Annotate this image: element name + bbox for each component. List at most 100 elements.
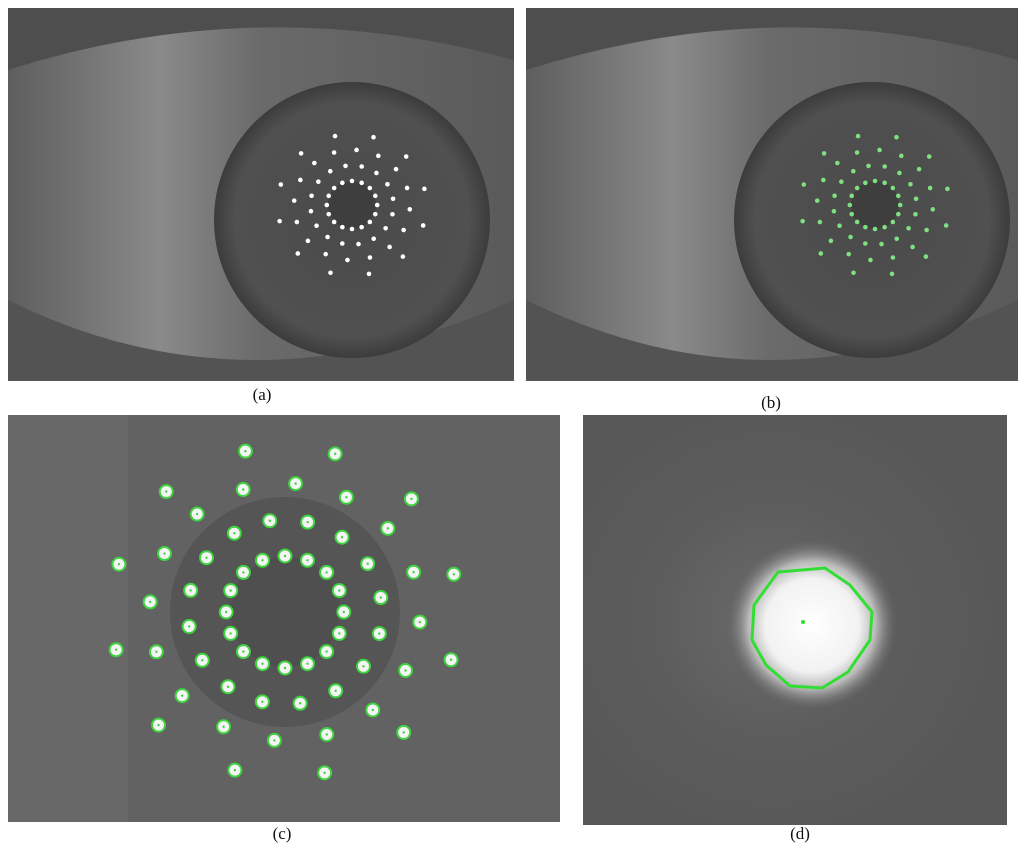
- spot: [380, 596, 382, 598]
- spot: [924, 228, 929, 233]
- spot: [848, 203, 853, 208]
- spot: [326, 194, 331, 199]
- spot: [306, 663, 308, 665]
- spot: [227, 686, 229, 688]
- spot: [359, 164, 364, 169]
- spot: [350, 227, 355, 232]
- spot: [832, 209, 837, 214]
- spot: [163, 552, 165, 554]
- spot: [890, 272, 895, 277]
- spot: [863, 181, 868, 186]
- spot: [314, 223, 319, 228]
- spot: [292, 198, 297, 203]
- spot: [376, 154, 381, 159]
- spot: [390, 212, 395, 217]
- spot: [855, 186, 860, 191]
- spot: [391, 197, 396, 202]
- spot: [299, 151, 304, 156]
- spot: [261, 701, 263, 703]
- spot: [846, 252, 851, 257]
- spot: [229, 589, 231, 591]
- spot: [910, 245, 915, 250]
- spot: [229, 632, 231, 634]
- spot: [401, 254, 406, 259]
- spot: [325, 650, 327, 652]
- spot: [405, 186, 410, 191]
- spot: [368, 220, 373, 225]
- spot: [422, 187, 427, 192]
- spot: [368, 255, 373, 260]
- spot: [294, 482, 296, 484]
- figure: (a) (b) (c) (d): [0, 0, 1024, 847]
- spot: [306, 521, 308, 523]
- spot: [277, 219, 282, 224]
- spot: [155, 651, 157, 653]
- spot: [269, 520, 271, 522]
- spot: [401, 228, 406, 233]
- spot: [279, 182, 284, 187]
- spot: [242, 571, 244, 573]
- spot: [894, 236, 899, 241]
- spot: [403, 731, 405, 733]
- spot: [205, 556, 207, 558]
- spot: [849, 212, 854, 217]
- spot: [299, 702, 301, 704]
- spot: [181, 694, 183, 696]
- spot: [374, 171, 379, 176]
- spot: [372, 709, 374, 711]
- spot: [914, 197, 919, 202]
- spot: [356, 242, 361, 247]
- caption: (d): [790, 824, 810, 843]
- spot: [394, 167, 399, 172]
- spot: [856, 134, 861, 139]
- spot: [818, 220, 823, 225]
- spot: [338, 632, 340, 634]
- spot: [882, 164, 887, 169]
- spot: [332, 220, 337, 225]
- spot: [233, 532, 235, 534]
- spot: [898, 203, 903, 208]
- spot: [196, 513, 198, 515]
- spot: [822, 151, 827, 156]
- spot: [354, 148, 359, 153]
- spot: [879, 242, 884, 247]
- spot: [832, 193, 837, 198]
- spot: [891, 255, 896, 260]
- spot: [296, 251, 301, 256]
- spot: [800, 219, 805, 224]
- spot: [306, 239, 311, 244]
- spot: [325, 571, 327, 573]
- spot: [896, 194, 901, 199]
- panel-d: [583, 415, 1007, 825]
- spot: [334, 690, 336, 692]
- spot: [930, 207, 935, 212]
- spot: [866, 164, 871, 169]
- spot: [261, 663, 263, 665]
- spot: [118, 563, 120, 565]
- spot: [944, 223, 949, 228]
- spot: [371, 236, 376, 241]
- spot: [326, 733, 328, 735]
- spot: [115, 649, 117, 651]
- spot: [851, 270, 856, 275]
- spot: [367, 563, 369, 565]
- spot: [863, 241, 868, 246]
- caption: (a): [253, 385, 272, 404]
- spot: [284, 667, 286, 669]
- spot: [894, 135, 899, 140]
- spot: [917, 167, 922, 172]
- spot: [345, 496, 347, 498]
- spot: [873, 227, 878, 232]
- spot: [873, 179, 878, 184]
- spot: [863, 225, 868, 230]
- spot: [924, 254, 929, 259]
- spot: [891, 220, 896, 225]
- spot: [848, 235, 853, 240]
- spot: [368, 186, 373, 191]
- spot: [309, 193, 314, 198]
- spot: [325, 235, 330, 240]
- spot: [359, 225, 364, 230]
- spot: [906, 226, 911, 231]
- spot: [928, 186, 933, 191]
- spot: [835, 161, 840, 166]
